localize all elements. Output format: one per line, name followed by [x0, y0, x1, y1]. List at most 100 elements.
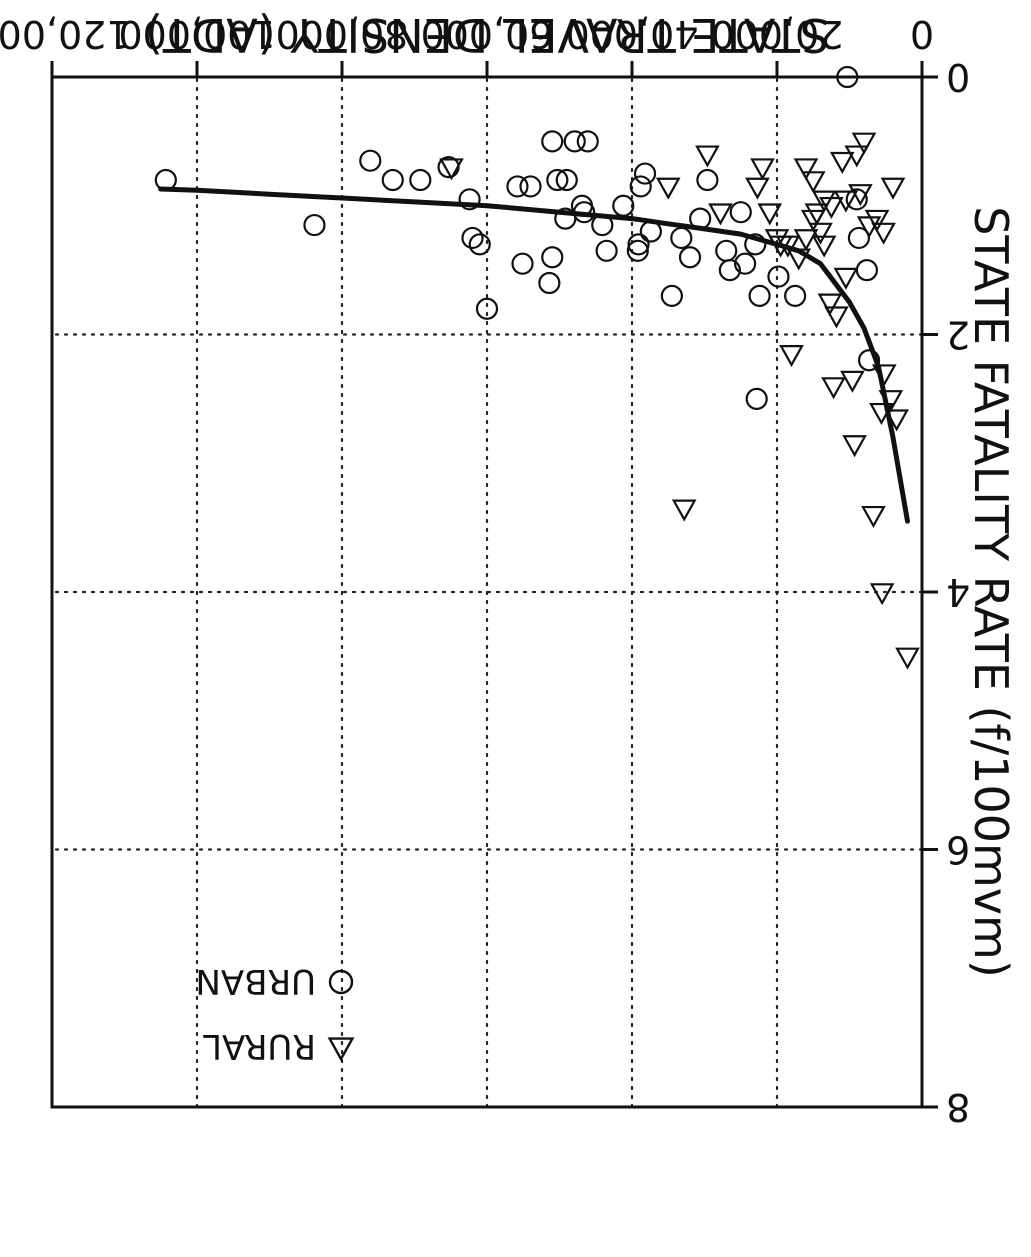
- urban-point: [468, 233, 491, 256]
- rural-point: [851, 132, 877, 155]
- x-tick-label: 100,000: [118, 12, 275, 56]
- urban-point: [744, 233, 767, 256]
- urban-point: [629, 175, 652, 198]
- urban-point: [670, 226, 693, 250]
- urban-point: [437, 156, 460, 179]
- urban-point: [847, 226, 871, 250]
- urban-point: [541, 246, 564, 269]
- urban-point: [555, 168, 578, 192]
- rural-point: [819, 196, 844, 220]
- rural-point: [808, 222, 833, 245]
- rural-point: [817, 293, 843, 316]
- urban-point: [506, 175, 529, 198]
- rural-point: [833, 190, 859, 213]
- rural-point: [824, 306, 849, 329]
- rural-point: [895, 647, 920, 670]
- legend: RURAL URBAN: [195, 961, 355, 1066]
- rural-point: [671, 499, 697, 522]
- rural-point: [871, 222, 896, 245]
- urban-point: [748, 284, 771, 307]
- urban-point: [857, 349, 881, 372]
- rural-point: [871, 364, 897, 387]
- urban-point: [678, 246, 702, 269]
- x-tick-label: 40,000: [566, 12, 699, 56]
- urban-point: [458, 188, 481, 211]
- rural-point: [861, 505, 886, 529]
- urban-point: [303, 213, 326, 237]
- urban-point: [845, 188, 868, 211]
- urban-point: [519, 175, 542, 198]
- urban-point: [570, 194, 594, 217]
- urban-point: [563, 130, 586, 153]
- x-tick-label: 120,000: [0, 12, 131, 56]
- rural-point: [708, 203, 733, 226]
- urban-point: [855, 259, 878, 282]
- legend-rural-label: RURAL: [203, 1026, 316, 1066]
- rural-point: [768, 235, 793, 258]
- rural-point: [878, 390, 904, 413]
- legend-rural-marker: [327, 1037, 355, 1062]
- y-axis-title: STATE FATALITY RATE (f/100mvm): [964, 206, 1018, 978]
- rural-point: [864, 209, 890, 232]
- urban-point: [627, 233, 650, 256]
- urban-point: [696, 168, 719, 192]
- urban-point: [154, 168, 177, 192]
- urban-point: [554, 207, 577, 230]
- grid-layer: [50, 75, 924, 1109]
- fit-curve: [158, 186, 910, 524]
- rural-point: [655, 177, 681, 200]
- rural-point: [786, 248, 812, 271]
- x-tick-label: 0: [910, 12, 934, 56]
- y-tick-label: 4: [946, 570, 970, 614]
- rural-point: [779, 345, 804, 368]
- rural-point: [793, 158, 819, 181]
- urban-point: [541, 130, 564, 153]
- rural-point: [800, 209, 826, 232]
- x-tick-label: 20,000: [711, 12, 844, 56]
- urban-point: [729, 201, 752, 224]
- urban-point: [576, 130, 599, 153]
- rural-point: [869, 402, 894, 426]
- urban-point: [595, 239, 618, 262]
- urban-point: [745, 387, 768, 410]
- legend-urban-label: URBAN: [195, 961, 316, 1001]
- rural-point: [844, 145, 870, 168]
- urban-point: [538, 271, 561, 295]
- urban-point: [359, 149, 382, 172]
- marks-layer: [154, 65, 920, 670]
- y-tick-label: 6: [946, 828, 970, 872]
- urban-point: [546, 168, 569, 192]
- x-tick-label: 80,000: [276, 12, 409, 56]
- y-tick-label: 8: [946, 1085, 970, 1129]
- rural-point: [821, 377, 846, 400]
- rural-point: [750, 158, 775, 181]
- rural-point: [811, 235, 837, 258]
- urban-point: [639, 220, 662, 243]
- urban-point: [591, 213, 614, 237]
- rural-point: [869, 583, 895, 606]
- rural-point: [793, 229, 819, 252]
- rural-point: [745, 177, 770, 200]
- legend-urban-marker: [328, 969, 354, 995]
- rural-point: [829, 151, 855, 174]
- urban-point: [475, 297, 499, 320]
- urban-point: [511, 252, 534, 275]
- urban-point: [612, 194, 635, 217]
- urban-point: [734, 252, 757, 275]
- fit-layer: [158, 186, 910, 524]
- y-tick-label: 0: [946, 55, 970, 99]
- rural-point: [833, 267, 859, 290]
- rural-point: [840, 370, 865, 393]
- rural-point: [439, 158, 464, 181]
- x-axis-title: STATE TRAVEL DENSITY (ADT): [145, 8, 829, 62]
- urban-point: [784, 284, 807, 307]
- urban-point: [689, 207, 712, 230]
- urban-point: [461, 226, 484, 250]
- urban-point: [381, 168, 404, 192]
- y-tick-label: 2: [946, 313, 970, 357]
- rural-point: [880, 177, 906, 200]
- urban-point: [660, 284, 683, 307]
